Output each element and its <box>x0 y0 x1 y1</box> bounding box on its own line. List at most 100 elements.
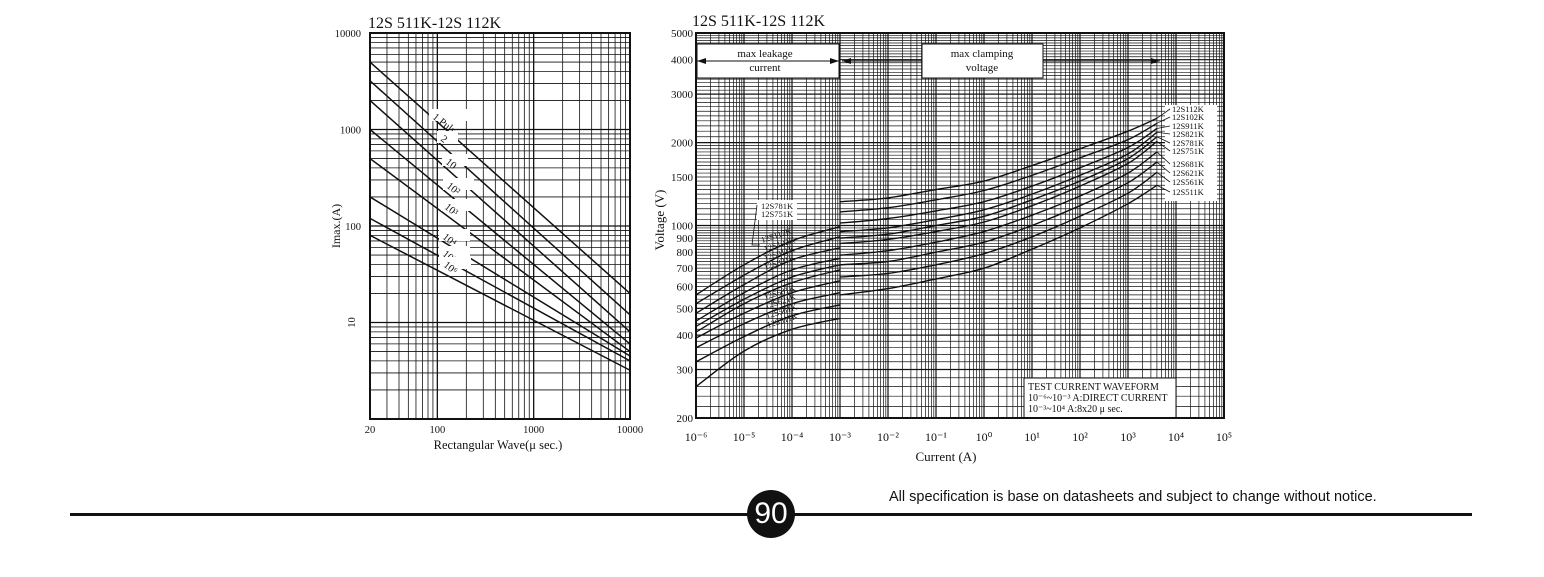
chart2-leakage-curve <box>695 264 841 328</box>
chart2-clamping-line2: voltage <box>966 62 998 74</box>
chart1-y-axis-label: Imax.(A) <box>329 204 343 248</box>
chart1-label-bg <box>441 199 472 211</box>
chart1-x-axis-label: Rectangular Wave(μ sec.) <box>434 438 563 452</box>
chart2-leakage-curve <box>695 304 841 363</box>
chart2-right-label-leader <box>1156 108 1171 119</box>
chart2-right-label: 12S102K <box>1172 112 1205 122</box>
chart2-right-label-leader <box>1156 136 1171 144</box>
chart2-y-tick-label: 3000 <box>671 89 694 101</box>
chart2-leakage-line2: current <box>749 62 780 74</box>
chart2-leakage-curve <box>695 317 841 388</box>
chart2-leakage-arrow-right <box>830 58 839 64</box>
chart2-y-tick-label: 500 <box>677 303 694 315</box>
chart2-leak-label-bg-top <box>757 200 797 220</box>
chart2-clamp-curve <box>839 151 1158 256</box>
chart1-grid <box>369 33 631 420</box>
chart1-series-line <box>369 217 631 362</box>
chart2-right-label: 12S681K <box>1172 159 1205 169</box>
chart2-clamping-arrow-right <box>1151 58 1160 64</box>
chart2-right-label: 12S621K <box>1172 168 1205 178</box>
chart1-x-ticks: 20 100 1000 10000 <box>365 425 643 436</box>
chart2-leakage-curve <box>695 236 841 305</box>
chart2-x-tick-label: 10¹ <box>1024 430 1040 444</box>
chart1-label-bg <box>439 246 470 258</box>
chart1-series-line <box>369 128 631 345</box>
chart2-right-label: 12S751K <box>1172 146 1205 156</box>
chart2-x-tick-label: 10⁻¹ <box>925 430 947 444</box>
chart2-clamping-arrow-left <box>842 58 851 64</box>
chart1-series-line <box>369 61 631 295</box>
chart2-y-tick-label: 700 <box>677 263 694 275</box>
chart2-y-tick-label: 900 <box>677 233 694 245</box>
chart2-x-tick-label: 10³ <box>1120 430 1136 444</box>
chart2-right-label: 12S781K <box>1172 138 1205 148</box>
chart1-title: 12S 511K-12S 112K <box>368 15 501 32</box>
chart1-y-tick-label: 1000 <box>340 126 361 137</box>
chart2-clamping-box <box>921 43 1044 79</box>
chart2-x-tick-label: 10⁻³ <box>829 430 851 444</box>
chart2-leakage-arrow-left <box>697 58 706 64</box>
chart1-label-bg <box>440 257 471 269</box>
chart1-curve-label: 2 <box>438 134 449 146</box>
chart2-right-label-leader <box>1156 116 1171 124</box>
chart1-label-bg <box>442 154 468 166</box>
chart2-clamp-curve <box>839 131 1158 233</box>
chart1-y-tick-label: 10 <box>347 317 358 328</box>
chart1-label-bg <box>439 229 470 241</box>
chart1-series-line <box>369 234 631 371</box>
chart2-y-tick-label: 4000 <box>671 55 694 67</box>
chart2-clamp-curve <box>839 184 1158 296</box>
chart2-right-label: 12S911K <box>1172 121 1205 131</box>
chart2-x-tick-label: 10⁻² <box>877 430 899 444</box>
chart2-leakage-curve <box>695 280 841 339</box>
chart1-series-line <box>369 80 631 316</box>
chart2-right-label-leader <box>1156 151 1171 165</box>
chart2-leakage-curve <box>695 247 841 314</box>
chart2-y-tick-label: 800 <box>677 247 694 259</box>
chart2-x-tick-label: 10⁻⁴ <box>781 430 804 444</box>
chart1-label-bg <box>437 131 458 143</box>
pulse-rating-chart: 12S 511K-12S 112K Rectangular Wave(μ sec… <box>329 15 643 452</box>
chart2-y-tick-label: 400 <box>677 330 694 342</box>
chart2-right-label-leader <box>1156 161 1171 174</box>
chart2-x-ticks: 10⁻⁶ 10⁻⁵ 10⁻⁴ 10⁻³ 10⁻² 10⁻¹ 10⁰ 10¹ 10² 10³ 10⁴ 1… <box>685 430 1232 444</box>
vi-characteristic-chart: 12S 511K-12S 112K Current (A) Voltage (V… <box>652 13 1232 464</box>
chart2-right-label: 12S821K <box>1172 129 1205 139</box>
chart2-clamp-curve <box>839 140 1158 245</box>
chart2-leak-label: 12S781K <box>761 201 794 211</box>
chart2-leakage-curve <box>695 257 841 322</box>
chart1-frame <box>369 32 631 420</box>
chart2-y-axis-label: Voltage (V) <box>652 190 667 251</box>
chart2-right-label: 12S511K <box>1172 187 1205 197</box>
chart1-y-ticks: 10000 1000 100 10 <box>335 29 361 328</box>
chart2-right-label-leader <box>1156 171 1171 183</box>
chart2-clamp-curve <box>839 122 1158 213</box>
chart1-label-bg <box>443 178 474 190</box>
chart2-title: 12S 511K-12S 112K <box>692 13 825 30</box>
chart1-label-bg <box>429 109 480 121</box>
chart2-y-tick-label: 2000 <box>671 138 694 150</box>
chart2-leakage-curve <box>695 269 841 333</box>
chart1-x-tick-label: 100 <box>429 425 445 436</box>
chart2-y-tick-label: 200 <box>677 413 694 425</box>
chart1-y-tick-label: 10000 <box>335 29 361 40</box>
chart2-x-tick-label: 10² <box>1072 430 1088 444</box>
chart2-leakage-curve <box>695 292 841 349</box>
chart2-y-tick-label: 5000 <box>671 28 694 40</box>
chart1-x-tick-label: 20 <box>365 425 376 436</box>
chart2-waveform-line: TEST CURRENT WAVEFORM <box>1028 382 1159 393</box>
chart2-clamp-curve <box>839 117 1158 203</box>
chart2-x-tick-label: 10⁵ <box>1216 430 1232 444</box>
chart2-leakage-line1: max leakage <box>737 48 792 60</box>
chart2-right-label-leader <box>1156 184 1171 193</box>
chart1-x-tick-label: 10000 <box>617 425 643 436</box>
chart2-right-label-leader <box>1156 141 1171 152</box>
chart2-y-tick-label: 300 <box>677 365 694 377</box>
chart2-curves <box>695 117 1158 388</box>
chart1-x-tick-label: 1000 <box>523 425 544 436</box>
footer-disclaimer: All specification is base on datasheets … <box>889 489 1377 505</box>
chart1-series-line <box>369 196 631 357</box>
chart2-right-label-leader <box>1156 131 1171 135</box>
